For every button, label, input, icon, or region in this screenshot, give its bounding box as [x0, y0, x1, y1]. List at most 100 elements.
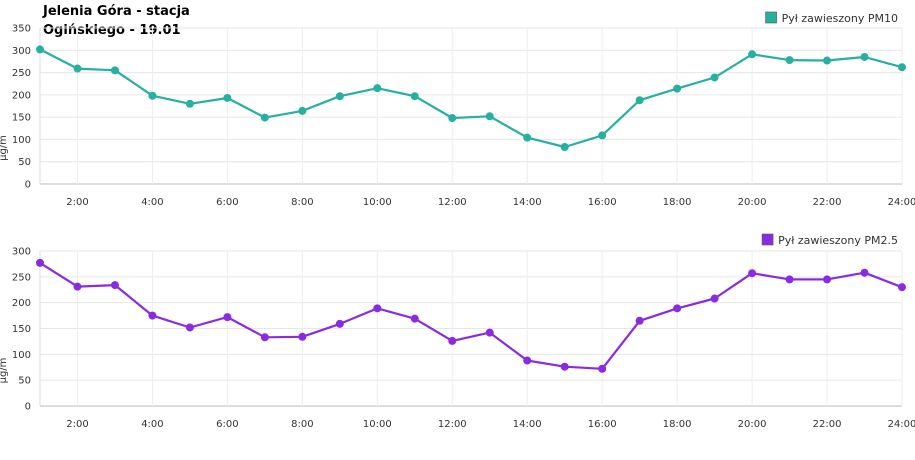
x-tick-label: 24:00 [888, 419, 915, 430]
x-tick-label: 20:00 [738, 197, 767, 208]
data-point [710, 73, 719, 82]
data-point [485, 112, 494, 121]
data-point [298, 106, 307, 115]
y-tick-label: 200 [12, 298, 31, 309]
data-point [748, 269, 757, 278]
data-point [673, 84, 682, 93]
x-tick-label: 12:00 [438, 419, 467, 430]
data-point [73, 64, 82, 73]
data-point [185, 323, 194, 332]
data-point [523, 356, 532, 365]
x-tick-label: 2:00 [66, 419, 88, 430]
series-line [39, 261, 903, 370]
data-point [785, 56, 794, 65]
chart-title-line1: Jelenia Góra - stacja [43, 4, 190, 19]
data-point [110, 66, 119, 75]
legend-label: Pył zawieszony PM10 [782, 12, 898, 25]
y-tick-label: 0 [25, 402, 31, 413]
data-point [635, 96, 644, 105]
data-point [560, 362, 569, 371]
legend-swatch [765, 11, 777, 24]
data-point [560, 143, 569, 152]
y-tick-label: 100 [12, 135, 31, 146]
data-point [448, 336, 457, 345]
y-tick-label: 100 [12, 350, 31, 361]
data-point [898, 63, 906, 72]
data-point [373, 304, 382, 313]
data-point [260, 113, 269, 122]
y-tick-label: 50 [18, 376, 31, 387]
x-tick-label: 18:00 [663, 197, 692, 208]
y-tick-label: 150 [12, 113, 31, 124]
x-tick-label: 24:00 [888, 197, 915, 208]
data-point [523, 133, 532, 142]
data-point [36, 45, 44, 54]
data-point [410, 314, 419, 323]
y-tick-label: 0 [25, 180, 31, 191]
data-point [335, 319, 344, 328]
chart-2: 0 50 100 150 200 250 300 2:00 4:00 6:00 8:00 10:00 1… [0, 233, 915, 430]
data-point [185, 99, 194, 108]
y-tick-label: 300 [12, 247, 31, 258]
data-point [635, 316, 644, 325]
y-tick-label: 300 [12, 46, 31, 57]
y-tick-label: 250 [12, 272, 31, 283]
x-tick-label: 4:00 [141, 197, 163, 208]
data-point [485, 328, 494, 337]
x-tick-label: 20:00 [738, 419, 767, 430]
data-point [598, 364, 607, 373]
data-point [110, 281, 119, 290]
data-point [598, 131, 607, 140]
data-point [898, 283, 906, 292]
legend-swatch [761, 233, 774, 246]
data-point [373, 84, 382, 93]
x-tick-label: 18:00 [663, 419, 692, 430]
data-point [298, 332, 307, 341]
data-point [223, 313, 232, 322]
data-point [860, 268, 869, 277]
x-tick-label: 10:00 [363, 419, 392, 430]
series-line [39, 48, 903, 149]
data-point [785, 275, 794, 284]
y-axis-label: µg/m [0, 135, 9, 161]
chart-1: 0 50 100 150 200 250 300 350 2:00 4:00 6:00 8:00 10:… [0, 11, 915, 208]
data-point [448, 114, 457, 123]
chart-title: Jelenia Góra - stacja Ogińskiego - 19.01 [43, 2, 190, 40]
data-point [710, 294, 719, 303]
x-tick-label: 14:00 [513, 197, 542, 208]
y-tick-label: 200 [12, 90, 31, 101]
y-tick-label: 50 [18, 157, 31, 168]
x-tick-label: 22:00 [813, 197, 842, 208]
data-point [148, 311, 157, 320]
x-tick-label: 6:00 [216, 197, 238, 208]
x-tick-label: 14:00 [513, 419, 542, 430]
data-point [148, 91, 157, 100]
data-point [410, 92, 419, 101]
x-tick-label: 8:00 [291, 197, 313, 208]
x-tick-label: 12:00 [438, 197, 467, 208]
x-tick-label: 8:00 [291, 419, 313, 430]
data-point [748, 50, 757, 59]
y-tick-label: 350 [12, 24, 31, 35]
x-tick-label: 4:00 [141, 419, 163, 430]
data-point [36, 258, 44, 267]
x-tick-label: 22:00 [813, 419, 842, 430]
y-tick-label: 150 [12, 324, 31, 335]
data-point [223, 93, 232, 102]
x-tick-label: 6:00 [216, 419, 238, 430]
x-tick-label: 16:00 [588, 197, 617, 208]
y-axis-label: µg/m [0, 358, 9, 384]
y-tick-label: 250 [12, 68, 31, 79]
data-point [823, 275, 832, 284]
data-point [823, 56, 832, 65]
data-point [260, 333, 269, 342]
data-point [335, 92, 344, 101]
data-point [73, 282, 82, 291]
data-point [860, 52, 869, 61]
x-tick-label: 2:00 [66, 197, 88, 208]
data-point [673, 304, 682, 313]
x-tick-label: 10:00 [363, 197, 392, 208]
legend-label: Pył zawieszony PM2.5 [778, 234, 898, 247]
x-tick-label: 16:00 [588, 419, 617, 430]
